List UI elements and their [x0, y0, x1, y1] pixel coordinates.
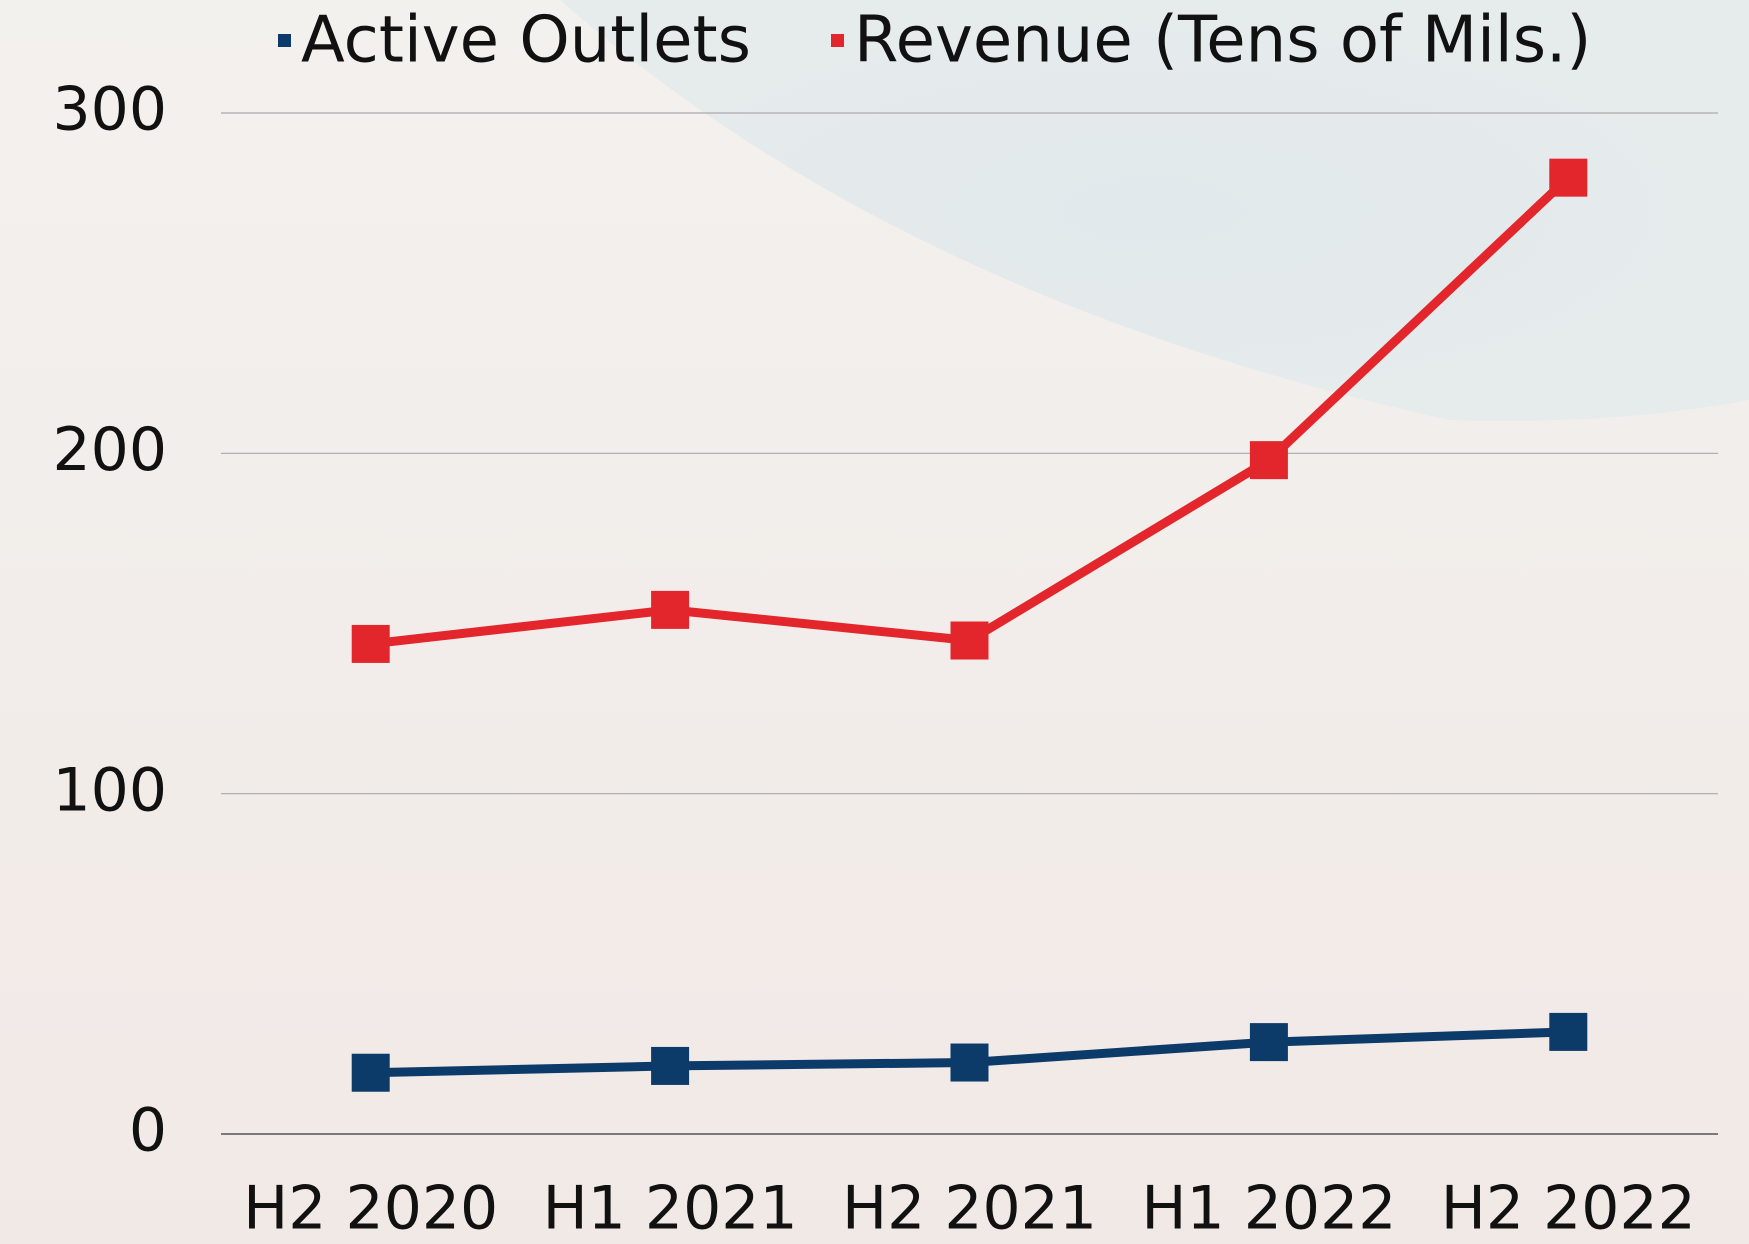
x-tick-label: H1 2022 [1141, 1174, 1396, 1244]
x-tick-label: H2 2022 [1441, 1174, 1696, 1244]
marker [950, 1043, 989, 1082]
y-tick-label: 200 [52, 415, 167, 485]
legend-swatch [278, 34, 291, 47]
x-tick-label: H2 2020 [243, 1174, 498, 1244]
legend-swatch [831, 34, 844, 47]
y-tick-label: 0 [129, 1096, 167, 1166]
legend-label: Active Outlets [301, 4, 751, 78]
background-shape [560, 0, 1749, 421]
marker [1249, 1023, 1288, 1062]
marker [950, 621, 989, 660]
marker [1549, 158, 1588, 197]
marker [1549, 1012, 1588, 1051]
marker [651, 590, 690, 629]
legend-label: Revenue (Tens of Mils.) [854, 4, 1591, 78]
marker [351, 1053, 390, 1092]
y-tick-label: 300 [52, 75, 167, 145]
marker [1249, 441, 1288, 480]
x-tick-label: H2 2021 [842, 1174, 1097, 1244]
y-tick-label: 100 [52, 755, 167, 825]
x-tick-label: H1 2021 [543, 1174, 798, 1244]
marker [651, 1046, 690, 1085]
marker [351, 624, 390, 663]
